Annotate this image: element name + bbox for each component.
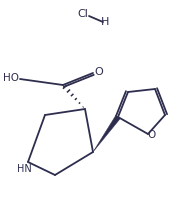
Text: O: O [147,130,155,140]
Polygon shape [93,115,120,152]
Text: Cl: Cl [78,9,88,19]
Text: HO: HO [3,73,19,83]
Text: HN: HN [17,164,31,174]
Text: H: H [101,17,109,27]
Text: O: O [95,67,103,77]
